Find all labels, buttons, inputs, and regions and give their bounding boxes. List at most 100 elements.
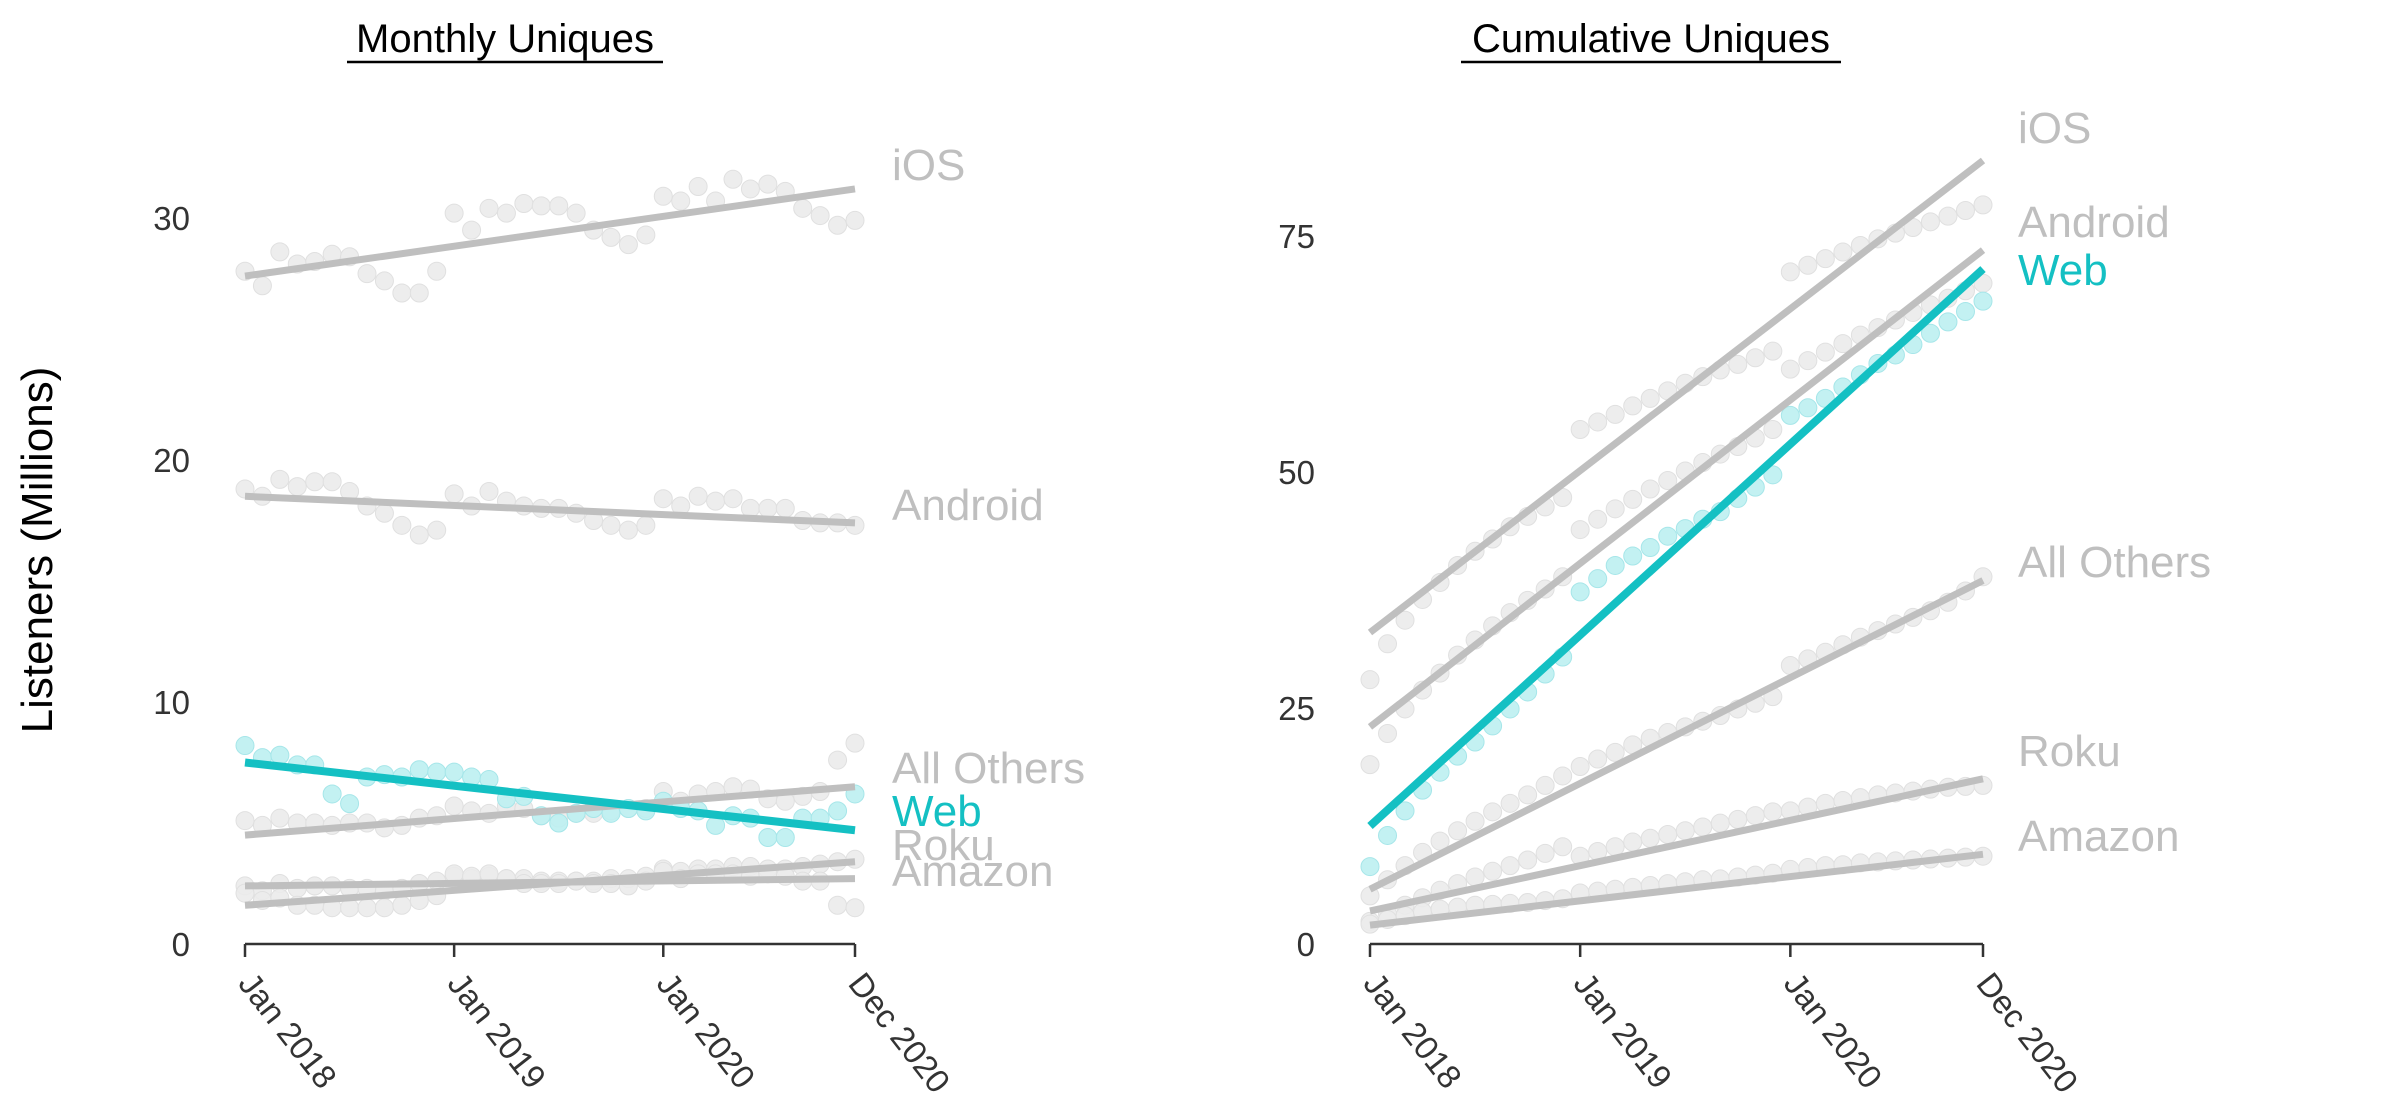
roku-point [1675, 821, 1695, 841]
ios-point [462, 220, 482, 240]
chart-title: Monthly Uniques [356, 17, 654, 61]
web-point [828, 801, 848, 821]
web-point [444, 762, 464, 782]
android-point [618, 520, 638, 540]
web-point [1763, 465, 1783, 485]
ios-point [392, 283, 412, 303]
ios-point [601, 227, 621, 247]
ios-point [1588, 412, 1608, 432]
web-point [758, 828, 778, 848]
android-point [601, 515, 621, 535]
web-point [322, 784, 342, 804]
android-point [1658, 470, 1678, 490]
all-others-point [1500, 793, 1520, 813]
android-series-label: Android [2018, 198, 2170, 247]
ios-trend-line [1367, 157, 1986, 636]
x-tick-label: Jan 2018 [1356, 966, 1469, 1096]
web-point [1360, 857, 1380, 877]
trend-lines [1367, 157, 1986, 929]
all-others-trend-line [244, 783, 856, 839]
web-point [549, 813, 569, 833]
ios-point [671, 191, 691, 211]
roku-point [1535, 843, 1555, 863]
y-axis: 0 25 50 75 [1278, 218, 1315, 963]
amazon-trend-line [244, 875, 856, 890]
android-point [1378, 723, 1398, 743]
amazon-point [374, 898, 394, 918]
roku-series-label: Roku [892, 821, 995, 870]
web-point [1780, 405, 1800, 425]
ios-point [427, 261, 447, 281]
android-point [1780, 359, 1800, 379]
ios-point [1780, 262, 1800, 282]
roku-point [1658, 824, 1678, 844]
trend-lines [244, 185, 856, 909]
ios-point [1833, 242, 1853, 262]
web-point [1623, 546, 1643, 566]
ios-point [1623, 396, 1643, 416]
android-point [409, 525, 429, 545]
roku-point [1745, 806, 1765, 826]
ios-point [1973, 195, 1993, 215]
android-point [1605, 499, 1625, 519]
android-point [427, 520, 447, 540]
all-others-point [1588, 749, 1608, 769]
web-point [775, 828, 795, 848]
all-others-series-label: All Others [892, 744, 1085, 793]
x-tick-label: Dec 2020 [841, 966, 957, 1100]
android-point [688, 486, 708, 506]
android-point [775, 498, 795, 518]
ios-point [496, 203, 516, 223]
amazon-point [845, 898, 865, 918]
android-point [1623, 489, 1643, 509]
ios-point [374, 271, 394, 291]
roku-point [1605, 837, 1625, 857]
x-tick-label: Jan 2019 [1567, 966, 1680, 1096]
web-point [1640, 538, 1660, 558]
x-axis: Jan 2018 Jan 2019 Jan 2020 Dec 2020 [231, 944, 958, 1100]
y-tick-label: 20 [153, 442, 190, 479]
all-others-trend-line [1368, 577, 1985, 893]
y-tick-label: 0 [1297, 926, 1315, 963]
roku-point [1623, 832, 1643, 852]
ios-series-label: iOS [2018, 104, 2091, 153]
ios-point [252, 276, 272, 296]
web-point [1973, 291, 1993, 311]
ios-point [1815, 249, 1835, 269]
web-point [1938, 312, 1958, 332]
all-others-point [1448, 821, 1468, 841]
all-others-point [1483, 802, 1503, 822]
android-point [444, 484, 464, 504]
ios-point [1570, 420, 1590, 440]
android-point [392, 515, 412, 535]
ios-series-label: iOS [892, 141, 965, 190]
all-others-point [1570, 757, 1590, 777]
android-point [374, 503, 394, 523]
roku-point [1763, 802, 1783, 822]
android-point [1798, 351, 1818, 371]
roku-point [1553, 837, 1573, 857]
x-tick-label: Jan 2020 [1777, 966, 1890, 1096]
web-point [1920, 323, 1940, 343]
all-others-point [828, 750, 848, 770]
roku-trend-line [1369, 775, 1984, 915]
android-point [706, 491, 726, 511]
android-trend-line [244, 492, 856, 527]
y-tick-label: 75 [1278, 218, 1315, 255]
android-point [653, 489, 673, 509]
web-series-label: Web [892, 787, 982, 836]
x-tick-label: Jan 2019 [441, 966, 554, 1096]
android-point [322, 472, 342, 492]
android-point [1833, 334, 1853, 354]
amazon-series-label: Amazon [892, 847, 1053, 896]
roku-point [1500, 856, 1520, 876]
web-point [409, 760, 429, 780]
y-tick-label: 30 [153, 200, 190, 237]
ios-point [531, 196, 551, 216]
ios-point [1955, 201, 1975, 221]
series-labels: iOS Android All Others Roku Amazon Web [2018, 104, 2211, 861]
roku-point [1465, 867, 1485, 887]
amazon-trend-line [1369, 850, 1984, 929]
ios-point [479, 198, 499, 218]
